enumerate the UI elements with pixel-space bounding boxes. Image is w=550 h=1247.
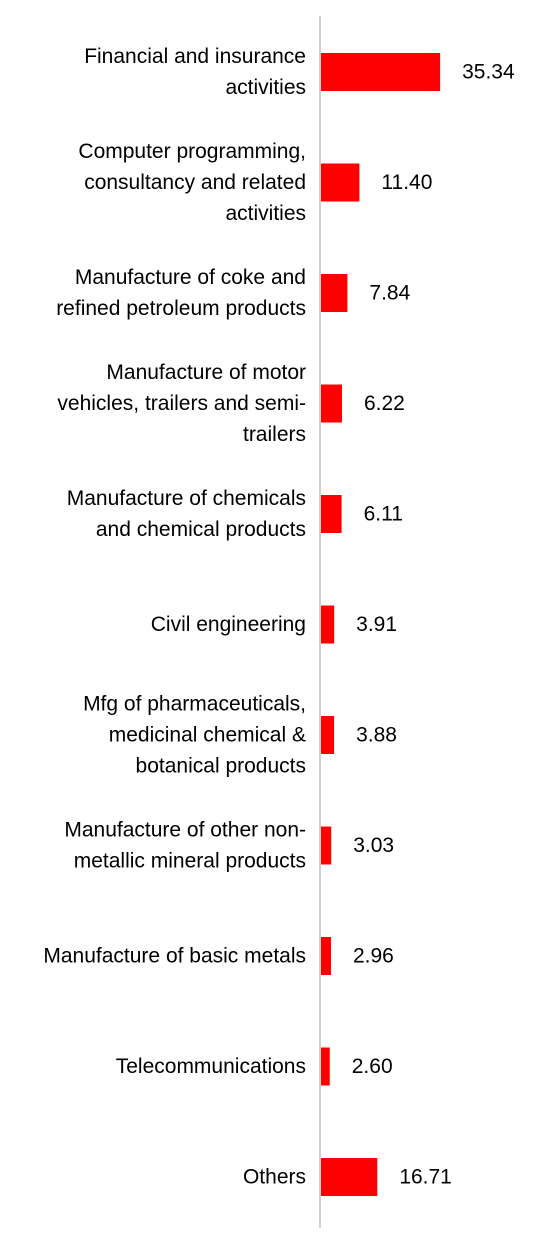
category-label-line: Manufacture of chemicals <box>67 487 306 510</box>
data-label: 3.03 <box>353 834 394 857</box>
category-label-line: consultancy and related <box>84 171 306 194</box>
category-label-line: Computer programming, <box>78 140 306 163</box>
category-label: Computer programming, consultancy and rel… <box>78 140 306 225</box>
bar <box>321 1158 378 1196</box>
data-label: 6.22 <box>364 392 405 415</box>
category-label-line: Manufacture of coke and <box>75 266 306 289</box>
data-label: 2.96 <box>353 945 394 968</box>
category-label: Manufacture of basic metals <box>43 945 306 968</box>
data-label: 2.60 <box>352 1055 393 1078</box>
category-label-line: Manufacture of motor <box>106 361 306 384</box>
category-label-line: trailers <box>243 423 306 446</box>
bar <box>321 274 348 312</box>
category-label: Civil engineering <box>151 613 306 636</box>
bar <box>321 937 331 975</box>
bar <box>321 605 335 644</box>
category-label-line: Mfg of pharmaceuticals, <box>83 693 306 716</box>
category-label-line: botanical products <box>136 755 306 778</box>
category-label: Manufacture of motor vehicles, trailers a… <box>57 361 306 446</box>
category-label-line: activities <box>225 202 306 225</box>
category-label-line: metallic mineral products <box>74 850 306 873</box>
bar <box>321 826 332 865</box>
data-label: 35.34 <box>462 61 515 84</box>
bar <box>321 1047 330 1086</box>
value-labels-group: 35.34 11.40 7.84 6.22 6.11 3.91 3.88 3.03 2.96 2.… <box>352 61 515 1189</box>
data-label: 7.84 <box>369 282 410 305</box>
data-label: 11.40 <box>381 171 432 194</box>
category-label-line: activities <box>225 76 306 99</box>
category-label-line: and chemical products <box>96 518 306 541</box>
category-label-line: Others <box>243 1166 306 1189</box>
data-label: 6.11 <box>364 503 403 526</box>
category-label: Manufacture of chemicals and chemical pro… <box>67 487 306 541</box>
category-label-line: Manufacture of basic metals <box>43 945 306 968</box>
bar <box>321 384 342 423</box>
data-label: 16.71 <box>399 1166 452 1189</box>
bar <box>321 716 335 754</box>
category-labels-group: Financial and insurance activitiesCompute… <box>43 45 306 1189</box>
category-label: Mfg of pharmaceuticals, medicinal chemica… <box>83 693 306 778</box>
category-label-line: Financial and insurance <box>84 45 306 68</box>
category-label-line: medicinal chemical & <box>109 724 306 747</box>
category-label: Others <box>243 1166 306 1189</box>
category-label-line: Civil engineering <box>151 613 306 636</box>
bar <box>321 53 441 91</box>
bars-group <box>321 53 441 1196</box>
category-label: Financial and insurance activities <box>84 45 306 99</box>
category-label-line: refined petroleum products <box>56 297 306 320</box>
category-label-line: Manufacture of other non- <box>64 819 306 842</box>
data-label: 3.91 <box>356 613 397 636</box>
bar <box>321 495 342 533</box>
category-label: Manufacture of coke and refined petroleum… <box>56 266 306 320</box>
category-label: Manufacture of other non-metallic minera… <box>64 819 306 873</box>
category-label-line: vehicles, trailers and semi- <box>57 392 306 415</box>
category-label-line: Telecommunications <box>116 1055 306 1078</box>
category-label: Telecommunications <box>116 1055 306 1078</box>
bar <box>321 163 360 202</box>
data-label: 3.88 <box>356 724 397 747</box>
